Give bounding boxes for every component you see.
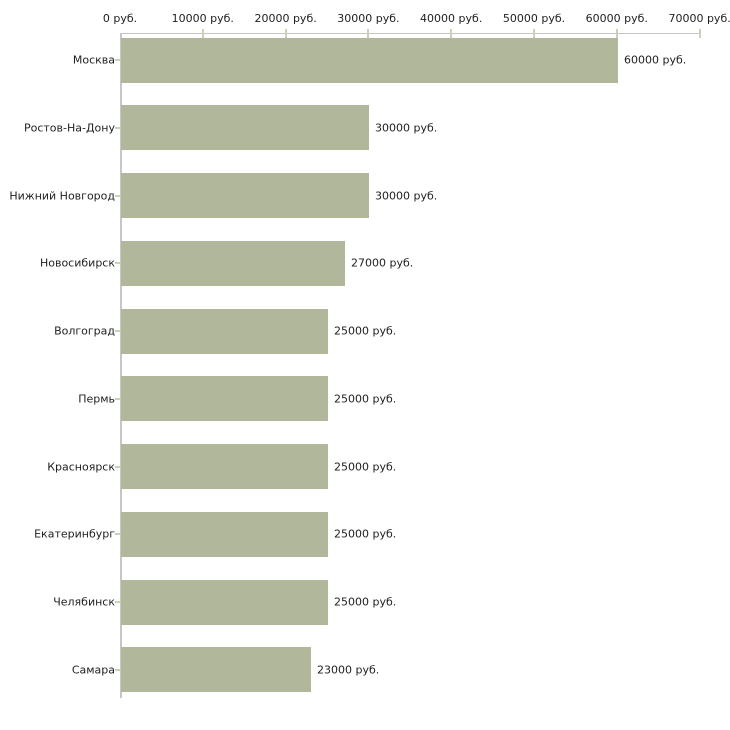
x-tick-mark	[201, 29, 204, 38]
category-label: Красноярск	[47, 460, 115, 473]
category-label: Пермь	[78, 392, 115, 406]
bar-1	[121, 37, 618, 83]
category-tick-mark	[115, 465, 121, 468]
category-label: Екатеринбург	[34, 527, 115, 541]
bar-6	[121, 376, 328, 422]
x-tick-label: 40000 руб.	[420, 12, 483, 25]
value-label: 25000 руб.	[334, 460, 397, 473]
value-label: 30000 руб.	[375, 121, 438, 135]
bar-5	[121, 308, 328, 354]
x-tick-label: 30000 руб.	[337, 12, 400, 25]
bar-3	[121, 173, 369, 218]
bar-8	[121, 511, 328, 557]
bar-10	[121, 647, 311, 693]
category-tick-mark	[115, 330, 121, 332]
x-tick-label: 20000 руб.	[254, 12, 317, 25]
bar-7	[121, 444, 328, 489]
category-tick-mark	[115, 601, 121, 603]
value-label: 25000 руб.	[334, 527, 397, 541]
category-label: Челябинск	[53, 595, 115, 609]
x-tick-mark	[284, 29, 287, 38]
category-label: Волгоград	[54, 324, 115, 338]
category-tick-mark	[115, 668, 121, 671]
bar-2	[121, 105, 369, 151]
value-label: 25000 руб.	[334, 324, 397, 338]
y-axis-line	[120, 33, 122, 698]
category-label: Москва	[72, 53, 115, 67]
category-label: Новосибирск	[39, 256, 115, 270]
category-tick-mark	[115, 59, 121, 61]
bar-9	[121, 579, 328, 625]
x-tick-label: 10000 руб.	[171, 12, 234, 25]
x-tick-mark	[698, 29, 701, 38]
x-tick-label: 60000 руб.	[585, 12, 648, 25]
x-axis-line	[120, 33, 700, 34]
category-label: Самара	[71, 663, 115, 677]
x-tick-mark	[615, 29, 618, 38]
bar-4	[121, 240, 345, 286]
value-label: 25000 руб.	[334, 595, 397, 609]
value-label: 25000 руб.	[334, 392, 397, 406]
category-tick-mark	[115, 126, 121, 129]
category-tick-mark	[115, 262, 121, 265]
category-label: Ростов-На-Дону	[23, 121, 115, 135]
value-label: 60000 руб.	[624, 53, 687, 67]
x-tick-label: 70000 руб.	[668, 12, 730, 25]
x-tick-label: 50000 руб.	[502, 12, 566, 25]
category-tick-mark	[115, 533, 121, 536]
x-tick-label: 0 руб.	[102, 12, 138, 25]
x-tick-mark	[533, 29, 535, 38]
value-label: 30000 руб.	[375, 189, 438, 202]
category-tick-mark	[115, 194, 121, 197]
value-label: 27000 руб.	[351, 256, 414, 270]
category-tick-mark	[115, 397, 121, 400]
x-tick-mark	[450, 29, 453, 38]
x-tick-mark	[367, 29, 370, 38]
value-label: 23000 руб.	[317, 663, 380, 677]
category-label: Нижний Новгород	[9, 189, 115, 202]
